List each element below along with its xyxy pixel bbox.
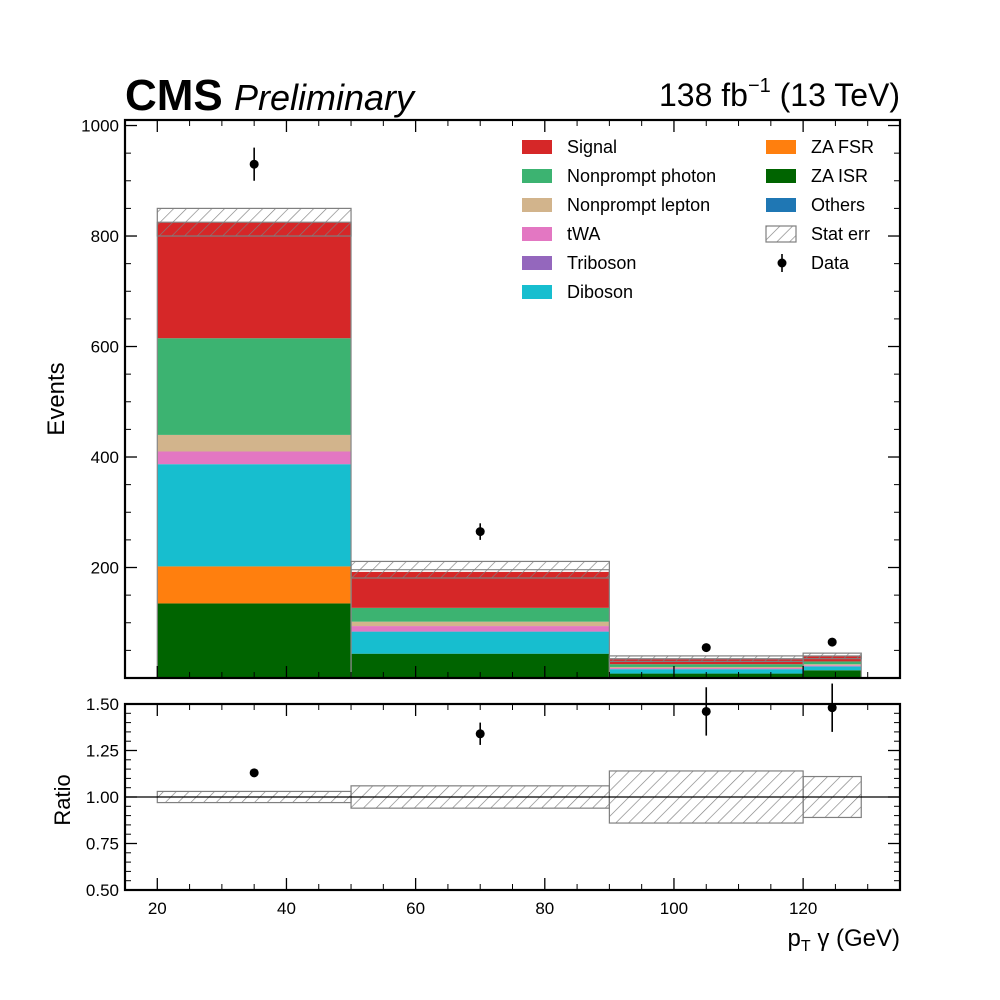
x-axis-title-sub: T (801, 938, 811, 955)
legend-swatch-others (766, 198, 796, 212)
lumi-label: 138 fb−1 (13 TeV) (659, 75, 900, 113)
bar-nonprompt-lepton-bin-2 (609, 666, 804, 669)
legend-label-triboson: Triboson (567, 253, 636, 273)
bar-diboson-bin-0 (157, 464, 352, 567)
data-point-0 (249, 159, 259, 169)
legend-label-nonprompt-lepton: Nonprompt lepton (567, 195, 710, 215)
data-point-2 (701, 643, 711, 653)
bar-twa-bin-3 (803, 665, 862, 667)
stat-err-bin-0 (156, 207, 352, 237)
legend: Signal Nonprompt photon Nonprompt lepton tW… (522, 137, 874, 302)
legend-swatch-za-isr (766, 169, 796, 183)
legend-swatch-triboson (522, 256, 552, 270)
ratio-tick-label: 1.25 (86, 742, 119, 761)
stat-err-bin-2 (608, 655, 804, 663)
legend-stat-err-swatch (765, 225, 797, 243)
legend-label-diboson: Diboson (567, 282, 633, 302)
main-frame (123, 118, 902, 680)
bar-za-isr-bin-3 (803, 670, 862, 678)
legend-label-stat-err: Stat err (811, 224, 870, 244)
ratio-tick-label: 0.75 (86, 835, 119, 854)
ratio-frame (123, 702, 902, 892)
legend-swatch-twa (522, 227, 552, 241)
energy-label: (13 TeV) (771, 77, 900, 113)
y-tick-label: 200 (91, 559, 119, 578)
bar-nonprompt-lepton-bin-3 (803, 664, 862, 666)
stat-err-bin-1 (350, 560, 610, 579)
legend-swatch-nonprompt-photon (522, 169, 552, 183)
ratio-point-1 (475, 729, 485, 739)
legend-swatch-signal (522, 140, 552, 154)
bar-nonprompt-photon-bin-3 (803, 661, 862, 665)
x-axis-title-rest: γ (GeV) (811, 925, 900, 952)
y-axis-title: Events (43, 362, 70, 435)
bar-twa-bin-2 (609, 668, 804, 670)
legend-label-za-fsr: ZA FSR (811, 137, 874, 157)
x-axis-title: pT γ (GeV) (788, 925, 900, 955)
x-tick-label: 80 (535, 899, 554, 918)
bar-twa-bin-1 (351, 626, 610, 632)
x-tick-label: 40 (277, 899, 296, 918)
lumi-value: 138 fb (659, 77, 748, 113)
ratio-points (249, 683, 837, 778)
bar-diboson-bin-3 (803, 666, 862, 671)
ratio-point-2 (701, 706, 711, 716)
main-panel: 200 400 600 800 1000 Events (43, 117, 902, 680)
y-tick-label: 1000 (81, 117, 119, 136)
y-tick-label: 800 (91, 227, 119, 246)
legend-label-za-isr: ZA ISR (811, 166, 868, 186)
stacked-histogram (156, 221, 862, 679)
y-tick-label: 600 (91, 338, 119, 357)
bar-nonprompt-photon-bin-2 (609, 664, 804, 667)
bar-za-isr-bin-0 (157, 603, 352, 678)
legend-label-twa: tWA (567, 224, 600, 244)
ratio-point-0 (249, 768, 259, 778)
legend-label-others: Others (811, 195, 865, 215)
legend-swatch-nonprompt-lepton (522, 198, 552, 212)
data-point-1 (475, 527, 485, 537)
ratio-axis-title: Ratio (50, 774, 75, 825)
lumi-exponent: −1 (748, 75, 771, 97)
bar-diboson-bin-2 (609, 669, 804, 674)
ratio-axis-ticks: 0.50 0.75 1.00 1.25 1.50 20 40 60 80 100 120 (86, 695, 900, 918)
bar-nonprompt-photon-bin-0 (157, 338, 352, 435)
legend-label-nonprompt-photon: Nonprompt photon (567, 166, 716, 186)
legend-swatch-za-fsr (766, 140, 796, 154)
data-point-3 (827, 637, 837, 647)
x-tick-label: 20 (148, 899, 167, 918)
legend-label-data: Data (811, 253, 850, 273)
bar-twa-bin-0 (157, 451, 352, 465)
bar-signal-bin-0 (157, 222, 352, 339)
ratio-tick-label: 0.50 (86, 881, 119, 900)
bar-nonprompt-photon-bin-1 (351, 607, 610, 622)
bar-nonprompt-lepton-bin-0 (157, 434, 352, 452)
ratio-panel: 0.50 0.75 1.00 1.25 1.50 20 40 60 80 100 120 Ratio (50, 683, 902, 918)
preliminary-label: Preliminary (234, 77, 416, 118)
bar-nonprompt-lepton-bin-1 (351, 621, 610, 627)
ratio-tick-label: 1.00 (86, 788, 119, 807)
legend-label-signal: Signal (567, 137, 617, 157)
bar-za-fsr-bin-0 (157, 566, 352, 604)
legend-data-marker (777, 258, 787, 268)
ratio-point-3 (827, 703, 837, 713)
bar-diboson-bin-1 (351, 631, 610, 654)
cms-label: CMS (125, 71, 223, 120)
data-points (249, 147, 837, 653)
x-tick-label: 60 (406, 899, 425, 918)
ratio-tick-label: 1.50 (86, 695, 119, 714)
x-tick-label: 100 (660, 899, 688, 918)
x-axis-title-main: p (788, 925, 801, 952)
y-tick-label: 400 (91, 448, 119, 467)
stat-err-bin-3 (802, 652, 862, 660)
stat-error-band (156, 207, 862, 663)
legend-swatch-diboson (522, 285, 552, 299)
x-tick-label: 120 (789, 899, 817, 918)
